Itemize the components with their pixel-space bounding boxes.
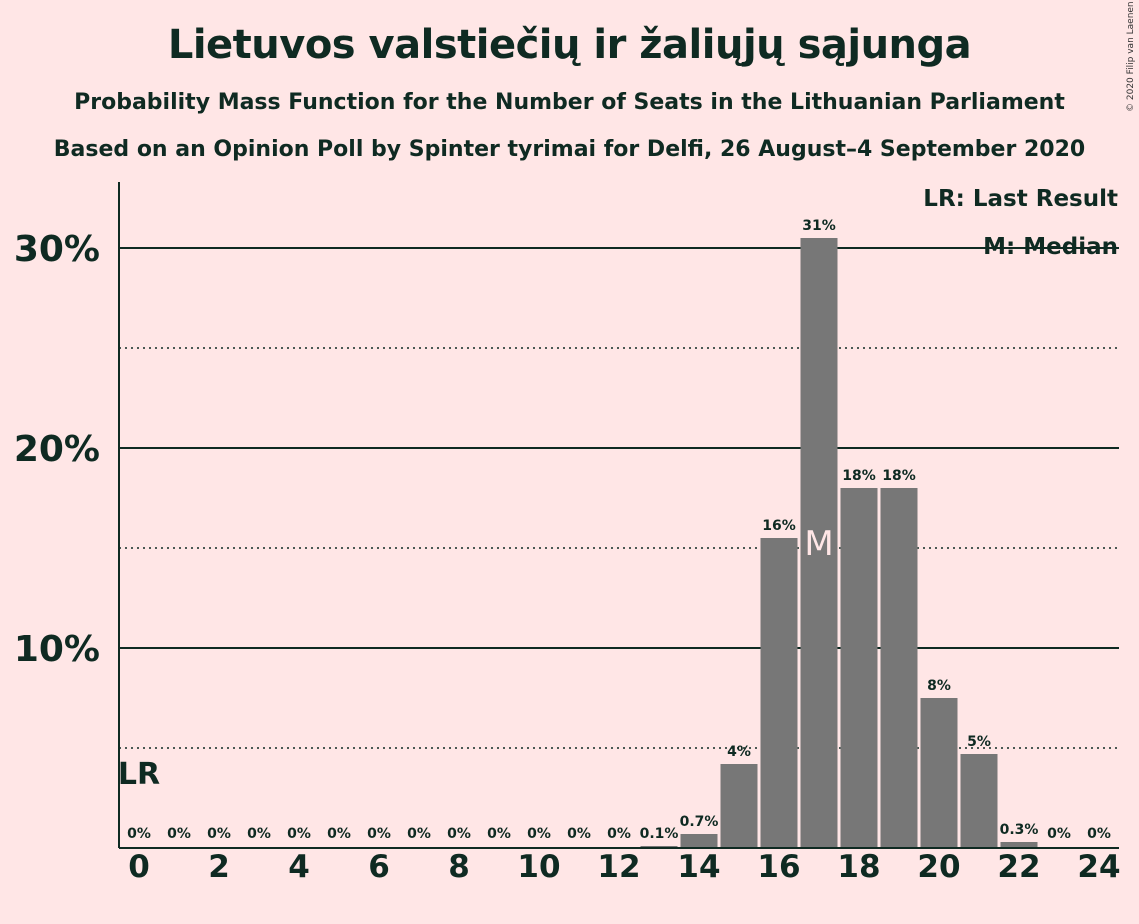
x-tick-label: 14 — [677, 849, 720, 885]
data-label-seat-11: 0% — [567, 826, 591, 842]
data-label-seat-13: 0.1% — [640, 826, 679, 842]
bar-seat-18 — [840, 488, 878, 848]
data-label-seat-3: 0% — [247, 826, 271, 842]
data-label-seat-1: 0% — [167, 826, 191, 842]
x-tick-label: 2 — [208, 849, 230, 885]
legend-last-result: LR: Last Result — [923, 186, 1118, 212]
x-tick-label: 8 — [448, 849, 470, 885]
x-tick-label: 4 — [288, 849, 310, 885]
data-label-seat-20: 8% — [927, 678, 951, 694]
data-label-seat-6: 0% — [367, 826, 391, 842]
last-result-marker: LR — [118, 757, 160, 792]
x-tick-label: 0 — [128, 849, 150, 885]
chart-source: Based on an Opinion Poll by Spinter tyri… — [53, 137, 1086, 162]
y-tick-label: 10% — [14, 629, 100, 670]
data-label-seat-14: 0.7% — [680, 814, 719, 830]
legend-median: M: Median — [983, 234, 1118, 260]
data-label-seat-16: 16% — [762, 518, 796, 534]
x-tick-label: 22 — [997, 849, 1040, 885]
data-label-seat-9: 0% — [487, 826, 511, 842]
x-tick-label: 6 — [368, 849, 390, 885]
data-label-seat-23: 0% — [1047, 826, 1071, 842]
data-label-seat-7: 0% — [407, 826, 431, 842]
data-label-seat-4: 0% — [287, 826, 311, 842]
bar-seat-19 — [880, 488, 918, 848]
chart-title: Lietuvos valstiečių ir žaliųjų sąjunga — [167, 22, 972, 68]
y-tick-label: 30% — [14, 229, 100, 270]
x-tick-label: 16 — [757, 849, 800, 885]
data-label-seat-8: 0% — [447, 826, 471, 842]
bar-seat-20 — [920, 698, 958, 848]
bar-seat-17 — [800, 238, 838, 848]
data-label-seat-24: 0% — [1087, 826, 1111, 842]
data-label-seat-2: 0% — [207, 826, 231, 842]
data-label-seat-18: 18% — [842, 468, 876, 484]
data-label-seat-21: 5% — [967, 734, 991, 750]
bar-seat-22 — [1000, 842, 1038, 848]
x-tick-label: 18 — [837, 849, 880, 885]
x-tick-label: 20 — [917, 849, 960, 885]
bar-seat-16 — [760, 538, 798, 848]
data-label-seat-12: 0% — [607, 826, 631, 842]
bar-seat-14 — [680, 834, 718, 848]
data-label-seat-19: 18% — [882, 468, 916, 484]
x-tick-label: 10 — [517, 849, 560, 885]
median-marker: M — [804, 524, 833, 564]
bar-seat-21 — [960, 754, 998, 848]
data-label-seat-0: 0% — [127, 826, 151, 842]
data-label-seat-5: 0% — [327, 826, 351, 842]
chart-subtitle: Probability Mass Function for the Number… — [74, 90, 1065, 115]
y-tick-label: 20% — [14, 429, 100, 470]
data-label-seat-10: 0% — [527, 826, 551, 842]
data-label-seat-22: 0.3% — [1000, 822, 1039, 838]
data-label-seat-17: 31% — [802, 218, 836, 234]
data-label-seat-15: 4% — [727, 744, 751, 760]
x-tick-label: 24 — [1077, 849, 1120, 885]
x-tick-label: 12 — [597, 849, 640, 885]
bar-seat-15 — [720, 764, 758, 848]
